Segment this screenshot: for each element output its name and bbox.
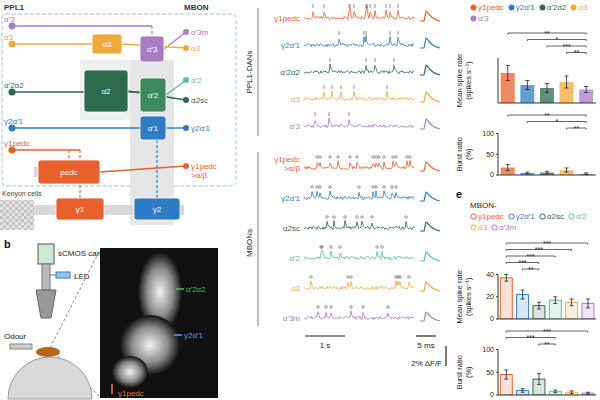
html-text:α3: α3 (478, 223, 488, 232)
svg-text:LED: LED (74, 272, 90, 281)
svg-text:2% ΔF/F: 2% ΔF/F (411, 359, 442, 368)
svg-text:γ2α′1: γ2α′1 (281, 41, 301, 50)
svg-text:α′1: α′1 (148, 124, 159, 133)
svg-text:100: 100 (482, 346, 494, 353)
svg-text:γ1pedc: γ1pedc (274, 14, 300, 23)
html-text:α′2: α′2 (575, 212, 587, 221)
svg-text:Odour: Odour (8, 332, 27, 341)
svg-text:0: 0 (490, 391, 494, 398)
svg-text:α′2: α′2 (191, 76, 202, 85)
svg-text:α3: α3 (8, 33, 14, 42)
svg-text:20: 20 (486, 293, 494, 300)
svg-text:***: *** (563, 43, 571, 50)
svg-text:***: *** (543, 240, 551, 247)
svg-text:1 s: 1 s (320, 341, 331, 350)
svg-text:α′3: α′3 (8, 15, 15, 24)
svg-text:MBON: MBON (184, 3, 209, 12)
svg-text:Kenyon cells: Kenyon cells (8, 190, 42, 198)
svg-text:α2sc: α2sc (191, 96, 208, 105)
svg-text:**: ** (544, 112, 550, 119)
svg-text:α′2α2: α′2α2 (280, 68, 300, 77)
svg-text:0: 0 (490, 171, 494, 178)
svg-text:***: *** (535, 246, 543, 253)
svg-text:γ1pedc: γ1pedc (118, 389, 144, 398)
svg-text:(%): (%) (464, 366, 473, 378)
svg-text:**: ** (544, 30, 550, 37)
html-text:α2sc: α2sc (546, 212, 564, 221)
svg-text:***: *** (527, 253, 535, 260)
svg-text:γ1: γ1 (76, 205, 85, 214)
svg-text:**: ** (528, 266, 534, 273)
svg-text:γ2α′1: γ2α′1 (184, 331, 204, 340)
html-text:α′3: α′3 (478, 14, 489, 23)
svg-text:40: 40 (486, 271, 494, 278)
svg-text:γ2α′1: γ2α′1 (8, 117, 24, 126)
svg-text:50: 50 (486, 151, 494, 158)
svg-text:α′3: α′3 (289, 122, 300, 131)
svg-text:Mean spike rate: Mean spike rate (455, 270, 464, 323)
svg-text:α′2α2: α′2α2 (8, 81, 24, 90)
svg-text:α2: α2 (101, 87, 111, 96)
svg-text:γ2: γ2 (153, 205, 162, 214)
svg-text:α3: α3 (102, 40, 112, 49)
svg-text:α′3m: α′3m (283, 314, 301, 323)
svg-text:MBONs: MBONs (245, 229, 254, 257)
html-text:α3: α3 (578, 3, 588, 12)
svg-text:e: e (456, 188, 462, 200)
svg-text:α′2α2: α′2α2 (186, 285, 206, 294)
svg-text:***: *** (518, 259, 526, 266)
svg-text:α′3m: α′3m (191, 28, 209, 37)
svg-text:**: ** (574, 49, 580, 56)
html-text:γ1pedc: γ1pedc (478, 3, 504, 12)
svg-text:γ1pedc>α/β: γ1pedc>α/β (191, 162, 217, 180)
svg-text:α′2: α′2 (148, 91, 159, 100)
svg-text:**: ** (544, 341, 550, 348)
svg-text:*: * (555, 118, 558, 125)
svg-text:α′3: α′3 (147, 45, 158, 54)
svg-text:sCMOS camera: sCMOS camera (58, 249, 115, 258)
svg-text:Burst ratio: Burst ratio (455, 137, 464, 171)
svg-text:(spikes s⁻¹): (spikes s⁻¹) (464, 277, 473, 316)
svg-text:pedc: pedc (60, 168, 77, 177)
html-text:γ2α′1: γ2α′1 (515, 212, 535, 221)
html-text:γ1pedc: γ1pedc (478, 212, 504, 221)
svg-text:**: ** (574, 125, 580, 132)
svg-text:α3: α3 (291, 95, 301, 104)
svg-text:α2sc: α2sc (283, 224, 300, 233)
svg-text:α3: α3 (191, 44, 201, 53)
svg-text:100: 100 (482, 130, 494, 137)
html-text:α′3m: α′3m (499, 223, 517, 232)
svg-text:Burst ratio: Burst ratio (455, 355, 464, 389)
svg-text:(%): (%) (464, 148, 473, 160)
svg-text:PPL1-DANs: PPL1-DANs (245, 50, 254, 93)
svg-text:***: *** (543, 328, 551, 335)
svg-text:γ2α′1: γ2α′1 (281, 194, 301, 203)
svg-text:α′2: α′2 (289, 254, 300, 263)
svg-text:γ1pedc>α/β: γ1pedc>α/β (274, 155, 300, 173)
svg-text:b: b (8, 238, 11, 250)
svg-text:50: 50 (486, 369, 494, 376)
html-text:MBON-: MBON- (470, 201, 497, 210)
html-text:γ2α′1: γ2α′1 (515, 3, 535, 12)
svg-text:Mean spike rate: Mean spike rate (455, 54, 464, 107)
svg-text:*: * (555, 36, 558, 43)
svg-text:***: *** (527, 334, 535, 341)
svg-text:γ2α′1: γ2α′1 (191, 124, 211, 133)
svg-text:α3: α3 (291, 284, 301, 293)
svg-text:γ1pedc: γ1pedc (8, 139, 30, 148)
svg-text:(spikes s⁻¹): (spikes s⁻¹) (464, 61, 473, 100)
svg-text:5 ms: 5 ms (417, 341, 434, 350)
svg-text:PPL1: PPL1 (8, 3, 25, 12)
html-text:α′2α2: α′2α2 (546, 3, 567, 12)
svg-text:0: 0 (490, 315, 494, 322)
